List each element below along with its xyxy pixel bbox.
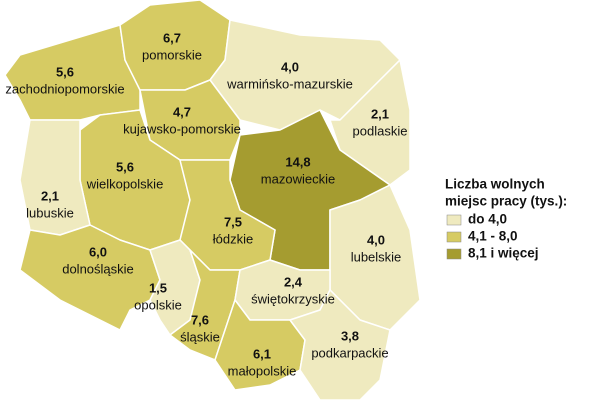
legend-swatch	[446, 214, 462, 226]
region	[214, 299, 306, 391]
value-label: 7,5	[224, 214, 242, 229]
region-name: świętokrzyskie	[251, 291, 335, 306]
region-name: wielkopolskie	[86, 176, 164, 191]
value-label: 4,0	[281, 59, 299, 74]
value-label: 6,1	[253, 346, 271, 361]
value-label: 4,7	[173, 104, 191, 119]
value-label: 2,1	[371, 106, 389, 121]
region-name: śląskie	[180, 329, 220, 344]
legend: Liczba wolnych miejsc pracy (tys.): do 4,0…	[445, 177, 567, 261]
value-label: 7,6	[191, 312, 209, 327]
region	[4, 24, 141, 121]
labels: 5,6 zachodniopomorskie 6,7 pomorskie 4,0 warm…	[5, 30, 407, 378]
region-name: kujawsko-pomorskie	[123, 121, 241, 136]
legend-swatch	[446, 231, 462, 243]
region-name: podlaskie	[353, 123, 408, 138]
region-name: łódzkie	[213, 231, 253, 246]
region-name: małopolskie	[228, 363, 297, 378]
region-name: dolnośląskie	[62, 261, 134, 276]
value-label: 6,7	[163, 30, 181, 45]
legend-label: 4,1 - 8,0	[468, 229, 518, 244]
region-name: zachodniopomorskie	[5, 81, 124, 96]
value-label: 5,6	[56, 64, 74, 79]
regions	[4, 0, 421, 401]
region-name: podkarpackie	[311, 345, 388, 360]
legend-label: do 4,0	[468, 212, 507, 227]
region-name: mazowieckie	[261, 171, 335, 186]
value-label: 1,5	[149, 280, 167, 295]
value-label: 4,0	[367, 232, 385, 247]
region-name: opolskie	[134, 297, 182, 312]
legend-label: 8,1 i więcej	[468, 246, 539, 261]
region-name: pomorskie	[142, 47, 202, 62]
value-label: 6,0	[89, 244, 107, 259]
legend-title: miejsc pracy (tys.):	[445, 194, 567, 209]
region-name: lubelskie	[351, 249, 402, 264]
value-label: 2,4	[284, 274, 303, 289]
region-name: warmińsko-mazurskie	[226, 76, 353, 91]
value-label: 3,8	[341, 328, 359, 343]
legend-swatch	[446, 248, 462, 260]
value-label: 5,6	[116, 159, 134, 174]
region	[289, 289, 391, 401]
legend-title: Liczba wolnych	[445, 177, 545, 192]
value-label: 14,8	[285, 154, 310, 169]
value-label: 2,1	[41, 188, 59, 203]
region-name: lubuskie	[26, 205, 74, 220]
